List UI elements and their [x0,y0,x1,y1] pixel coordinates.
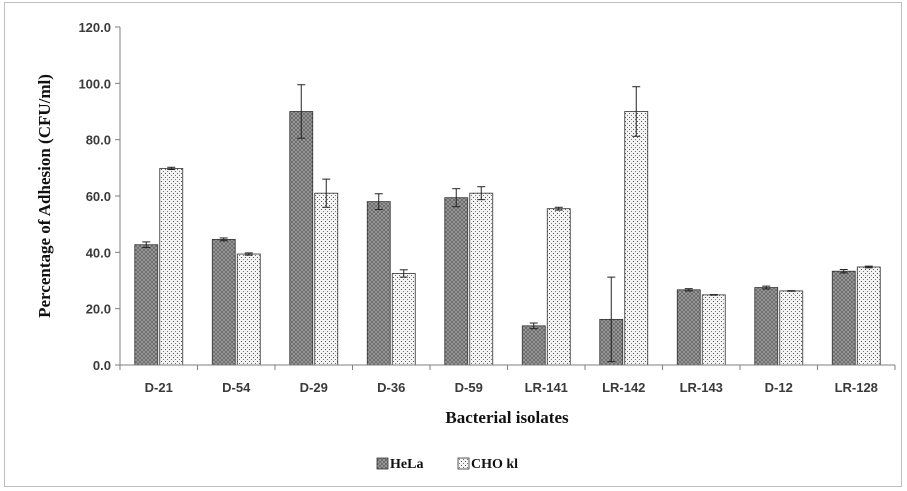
legend-swatch-hela [376,457,389,470]
error-bar-cho-lr-141 [554,206,563,211]
x-tick-label: D-54 [222,380,251,395]
y-tick-label: 100.0 [78,76,111,91]
error-bar-cho-d-12 [787,290,796,292]
error-bars-layer [142,84,873,363]
error-bar-hela-lr-141 [529,322,538,330]
bar-cho-d-54 [236,253,261,366]
y-tick-label: 20.0 [86,302,111,317]
error-bar-hela-d-36 [374,193,383,211]
bar-cho-d-29 [314,192,339,366]
x-axis-title: Bacterial isolates [445,408,569,427]
legend: HeLa CHO kl [376,457,518,472]
x-tick-label: D-21 [145,380,173,395]
error-bar-hela-d-21 [142,241,151,249]
legend-swatch-cho [457,457,470,470]
x-tick-label: D-29 [300,380,328,395]
error-bar-hela-d-12 [762,285,771,290]
x-tick-label: LR-141 [525,380,568,395]
x-tick-label: D-12 [765,380,793,395]
bar-cho-lr-143 [701,294,726,366]
bar-hela-lr-128 [831,270,856,366]
error-bar-hela-lr-128 [839,269,848,274]
bars-layer [134,111,881,366]
x-tick-label: D-59 [455,380,483,395]
error-bar-cho-d-29 [322,178,331,208]
bar-hela-d-29 [289,111,314,366]
bar-cho-lr-142 [624,111,649,366]
x-tick-label: D-36 [377,380,405,395]
bar-hela-d-21 [134,244,159,366]
x-tick-label: LR-143 [680,380,723,395]
error-bar-cho-lr-128 [864,265,873,269]
error-bar-cho-lr-143 [709,294,718,296]
error-bar-cho-d-54 [244,252,253,256]
x-tick-label: LR-128 [835,380,878,395]
bar-cho-lr-128 [856,266,881,366]
y-tick-label: 60.0 [86,189,111,204]
bar-hela-d-36 [366,201,391,366]
error-bar-hela-d-29 [297,84,306,139]
bar-hela-d-12 [754,287,779,366]
legend-label-cho: CHO kl [471,457,518,472]
y-tick-label: 80.0 [86,133,111,148]
error-bar-cho-d-59 [477,186,486,201]
error-bar-hela-lr-142 [607,276,616,363]
bar-cho-d-59 [469,192,494,366]
bar-cho-d-12 [779,290,804,366]
y-tick-label: 40.0 [86,245,111,260]
axes-layer: D-21 D-54 D-29 D-36 D-59 LR-141 LR-142 LR-143 D-… [78,20,896,395]
bar-hela-lr-141 [521,325,546,366]
error-bar-cho-lr-142 [632,86,641,137]
y-tick-label: 0.0 [93,358,111,373]
error-bar-cho-d-36 [399,269,408,278]
bar-cho-d-36 [391,273,416,366]
error-bar-cho-d-21 [167,166,176,171]
y-axis-title: Percentage of Adhesion (CFU/ml) [35,74,54,318]
legend-label-hela: HeLa [390,457,423,472]
error-bar-hela-d-54 [219,237,228,242]
bar-hela-d-54 [211,238,236,366]
x-tick-label: LR-142 [602,380,645,395]
bar-cho-lr-141 [546,208,571,366]
error-bar-hela-lr-143 [684,288,693,292]
bar-hela-lr-143 [676,289,701,366]
y-tick-label: 120.0 [78,20,111,35]
bar-cho-d-21 [159,167,184,366]
bar-hela-d-59 [444,197,469,366]
error-bar-hela-d-59 [452,188,461,208]
